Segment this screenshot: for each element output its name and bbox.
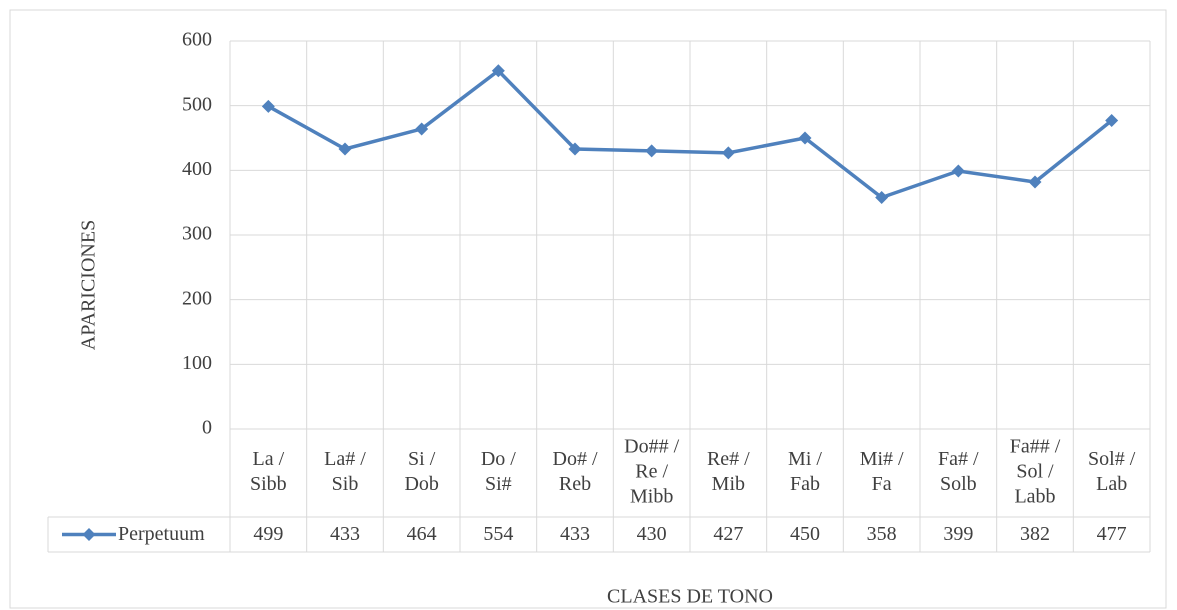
x-tick-label: Fab <box>790 473 820 495</box>
y-tick-label: 500 <box>182 93 212 115</box>
table-value: 433 <box>330 523 360 545</box>
table-value: 554 <box>483 523 513 545</box>
table-value: 427 <box>713 523 743 545</box>
x-tick-label: Mi / <box>788 448 822 470</box>
x-tick-label: Do## / <box>624 436 679 458</box>
x-tick-label: Mib <box>712 473 745 495</box>
marker <box>875 190 889 204</box>
x-tick-label: Fa <box>872 473 892 495</box>
legend-marker <box>82 528 96 541</box>
marker <box>721 146 735 160</box>
marker <box>951 164 965 178</box>
y-tick-label: 300 <box>182 223 212 245</box>
y-tick-label: 200 <box>182 287 212 309</box>
x-tick-label: Fa## / <box>1010 436 1061 458</box>
x-tick-label: Sib <box>332 473 359 495</box>
x-tick-label: Labb <box>1014 486 1055 508</box>
x-tick-label: Re / <box>635 461 668 483</box>
x-tick-label: Dob <box>404 473 438 495</box>
x-tick-label: Si / <box>408 448 436 470</box>
x-tick-label: Solb <box>940 473 977 495</box>
table-value: 477 <box>1097 523 1127 545</box>
x-tick-label: Sol / <box>1016 461 1054 483</box>
marker <box>491 64 505 78</box>
x-tick-label: Sol# / <box>1088 448 1136 470</box>
table-value: 450 <box>790 523 820 545</box>
table-value: 499 <box>253 523 283 545</box>
x-tick-label: Re# / <box>707 448 750 470</box>
y-tick-label: 400 <box>182 158 212 180</box>
x-tick-label: Mibb <box>630 486 673 508</box>
table-value: 430 <box>637 523 667 545</box>
x-axis-title: CLASES DE TONO <box>607 586 773 608</box>
table-value: 464 <box>407 523 437 545</box>
table-value: 382 <box>1020 523 1050 545</box>
marker <box>338 142 352 156</box>
y-tick-label: 0 <box>202 417 212 439</box>
y-tick-label: 600 <box>182 29 212 51</box>
x-tick-label: Lab <box>1096 473 1127 495</box>
table-value: 358 <box>867 523 897 545</box>
y-tick-label: 100 <box>182 352 212 374</box>
x-tick-label: Si# <box>485 473 512 495</box>
legend-label: Perpetuum <box>118 523 205 545</box>
x-tick-label: Reb <box>559 473 591 495</box>
table-value: 433 <box>560 523 590 545</box>
x-tick-label: Mi# / <box>860 448 904 470</box>
x-tick-label: Fa# / <box>938 448 979 470</box>
x-tick-label: La / <box>253 448 285 470</box>
marker <box>645 144 659 158</box>
x-tick-label: Sibb <box>250 473 287 495</box>
x-tick-label: Do / <box>481 448 516 470</box>
marker <box>798 131 812 145</box>
x-tick-label: La# / <box>324 448 366 470</box>
marker <box>1105 114 1119 128</box>
marker <box>1028 175 1042 189</box>
marker <box>415 122 429 136</box>
marker <box>568 142 582 156</box>
y-axis-title: APARICIONES <box>78 220 100 350</box>
series-line <box>267 68 1113 200</box>
marker <box>261 99 275 113</box>
x-tick-label: Do# / <box>553 448 598 470</box>
chart-border <box>9 9 1167 609</box>
table-value: 399 <box>943 523 973 545</box>
